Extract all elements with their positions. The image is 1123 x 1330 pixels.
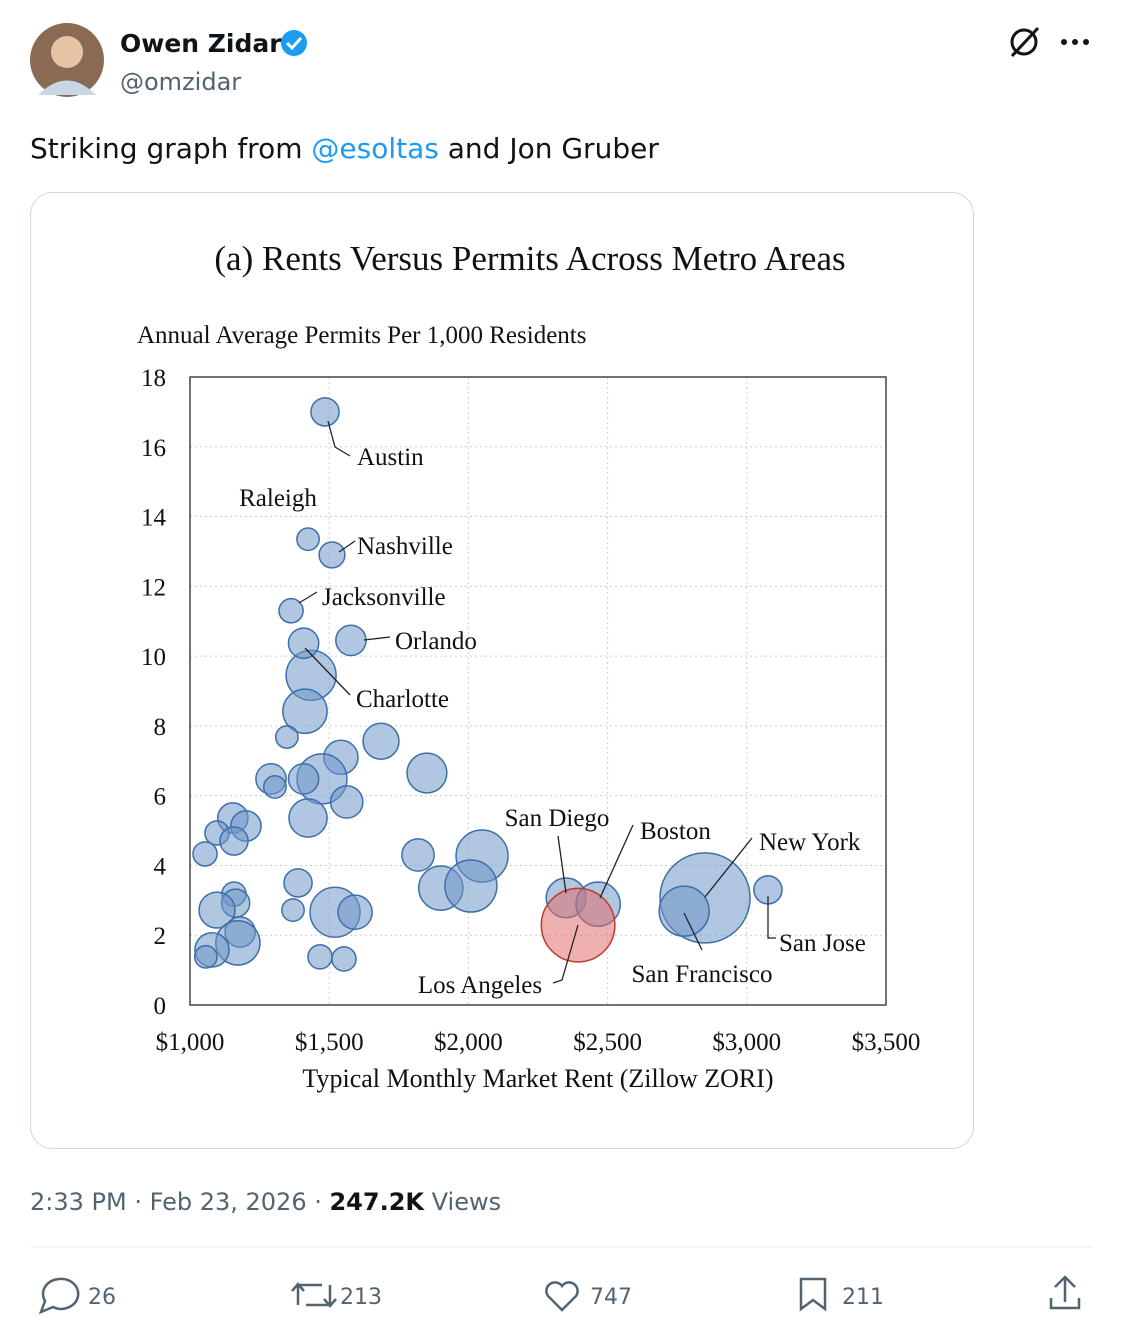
bubble bbox=[329, 785, 364, 819]
y-tick-label: 0 bbox=[154, 993, 167, 1020]
author-name[interactable]: Owen Zidar bbox=[120, 29, 282, 58]
point-label: Charlotte bbox=[356, 686, 449, 713]
bubble bbox=[307, 944, 333, 970]
point-label: Nashville bbox=[357, 533, 453, 560]
leader-line bbox=[338, 540, 356, 553]
leader-line bbox=[327, 420, 351, 457]
like-count: 747 bbox=[590, 1285, 632, 1310]
point-label: San Diego bbox=[505, 805, 610, 832]
leader-line bbox=[767, 896, 776, 939]
timestamp-text[interactable]: 2:33 PM · Feb 23, 2026 · bbox=[30, 1188, 322, 1216]
x-axis-title: Typical Monthly Market Rent (Zillow ZORI… bbox=[302, 1064, 773, 1093]
bubble bbox=[310, 397, 340, 427]
chart-title: (a) Rents Versus Permits Across Metro Ar… bbox=[214, 239, 845, 278]
leader-line bbox=[557, 835, 567, 894]
bubble bbox=[296, 527, 320, 552]
bubble bbox=[318, 541, 346, 569]
leader-line bbox=[552, 924, 579, 984]
bookmark-count: 211 bbox=[842, 1285, 884, 1310]
author-handle[interactable]: @omzidar bbox=[120, 68, 241, 96]
verified-badge bbox=[281, 30, 307, 56]
text-part: Striking graph from bbox=[30, 132, 311, 165]
point-label: Boston bbox=[640, 818, 711, 845]
bubble bbox=[193, 944, 218, 969]
bubble bbox=[278, 597, 304, 624]
point-label: Jacksonville bbox=[322, 584, 446, 611]
y-tick-label: 4 bbox=[154, 853, 167, 880]
bubble bbox=[282, 688, 328, 735]
point-label: San Francisco bbox=[632, 961, 773, 988]
avatar-face bbox=[51, 36, 83, 68]
x-tick-label: $2,500 bbox=[573, 1029, 642, 1056]
leader-line bbox=[363, 636, 391, 641]
point-label: San Jose bbox=[779, 930, 866, 957]
reply-count: 26 bbox=[88, 1285, 116, 1310]
leader-line bbox=[298, 591, 318, 604]
x-tick-label: $2,000 bbox=[434, 1029, 503, 1056]
bubble bbox=[331, 946, 357, 972]
y-tick-label: 6 bbox=[154, 784, 167, 811]
more-icon[interactable] bbox=[1061, 39, 1089, 45]
text-part: and Jon Gruber bbox=[439, 132, 659, 165]
point-label: New York bbox=[759, 829, 861, 856]
bubble bbox=[262, 775, 287, 799]
bubble bbox=[219, 826, 249, 856]
leader-line bbox=[599, 824, 634, 899]
bubble bbox=[192, 841, 218, 867]
x-tick-label: $3,500 bbox=[852, 1029, 921, 1056]
y-tick-label: 14 bbox=[141, 505, 167, 532]
plot: 0 2 4 6 8 10 12 14 16 18 $1,000 $1,500 $2,000 $2,500 $… bbox=[141, 365, 920, 1056]
y-axis-title: Annual Average Permits Per 1,000 Residen… bbox=[137, 322, 586, 349]
bubble bbox=[337, 894, 373, 931]
repost-button[interactable]: 213 bbox=[291, 1282, 382, 1310]
x-tick-label: $1,000 bbox=[156, 1029, 225, 1056]
plot-frame bbox=[189, 376, 887, 1006]
repost-count: 213 bbox=[340, 1285, 382, 1310]
bubble bbox=[283, 868, 313, 898]
bubble bbox=[281, 898, 305, 923]
avatar-shirt bbox=[38, 80, 96, 95]
views-count: 247.2K bbox=[329, 1188, 425, 1216]
bubble bbox=[288, 798, 328, 838]
x-tick-label: $1,500 bbox=[295, 1029, 364, 1056]
bubble bbox=[287, 763, 320, 795]
y-tick-label: 10 bbox=[141, 644, 166, 671]
bubble bbox=[406, 752, 448, 794]
reply-button[interactable]: 26 bbox=[38, 1277, 116, 1315]
tweet-text: Striking graph from @esoltas and Jon Gru… bbox=[30, 132, 659, 165]
leader-line bbox=[304, 647, 351, 696]
bubble bbox=[287, 627, 320, 660]
x-tick-label: $3,000 bbox=[712, 1029, 781, 1056]
leader-line bbox=[704, 837, 753, 898]
share-button[interactable] bbox=[1049, 1275, 1081, 1310]
y-tick-label: 12 bbox=[141, 574, 166, 601]
bubble bbox=[335, 624, 367, 657]
y-tick-label: 16 bbox=[141, 435, 166, 462]
views-label: Views bbox=[432, 1188, 501, 1216]
bookmark-button[interactable]: 211 bbox=[799, 1277, 884, 1312]
mention[interactable]: @esoltas bbox=[311, 132, 438, 165]
y-tick-label: 18 bbox=[141, 365, 166, 392]
point-label: Los Angeles bbox=[418, 972, 542, 999]
bubble bbox=[198, 891, 236, 929]
bubble bbox=[274, 725, 299, 749]
timestamp: 2:33 PM · Feb 23, 2026 · 247.2K Views bbox=[30, 1188, 501, 1216]
bubble bbox=[401, 838, 435, 872]
bubble bbox=[444, 859, 498, 913]
point-label: Orlando bbox=[395, 628, 477, 655]
point-label: Raleigh bbox=[239, 485, 317, 512]
point-label: Austin bbox=[357, 444, 424, 471]
like-button[interactable]: 747 bbox=[545, 1281, 632, 1312]
grok-icon[interactable] bbox=[1010, 26, 1040, 58]
y-tick-label: 2 bbox=[154, 923, 167, 950]
y-tick-label: 8 bbox=[154, 714, 167, 741]
leader-line bbox=[683, 912, 703, 951]
bubble bbox=[362, 722, 400, 760]
bubble bbox=[658, 885, 710, 937]
